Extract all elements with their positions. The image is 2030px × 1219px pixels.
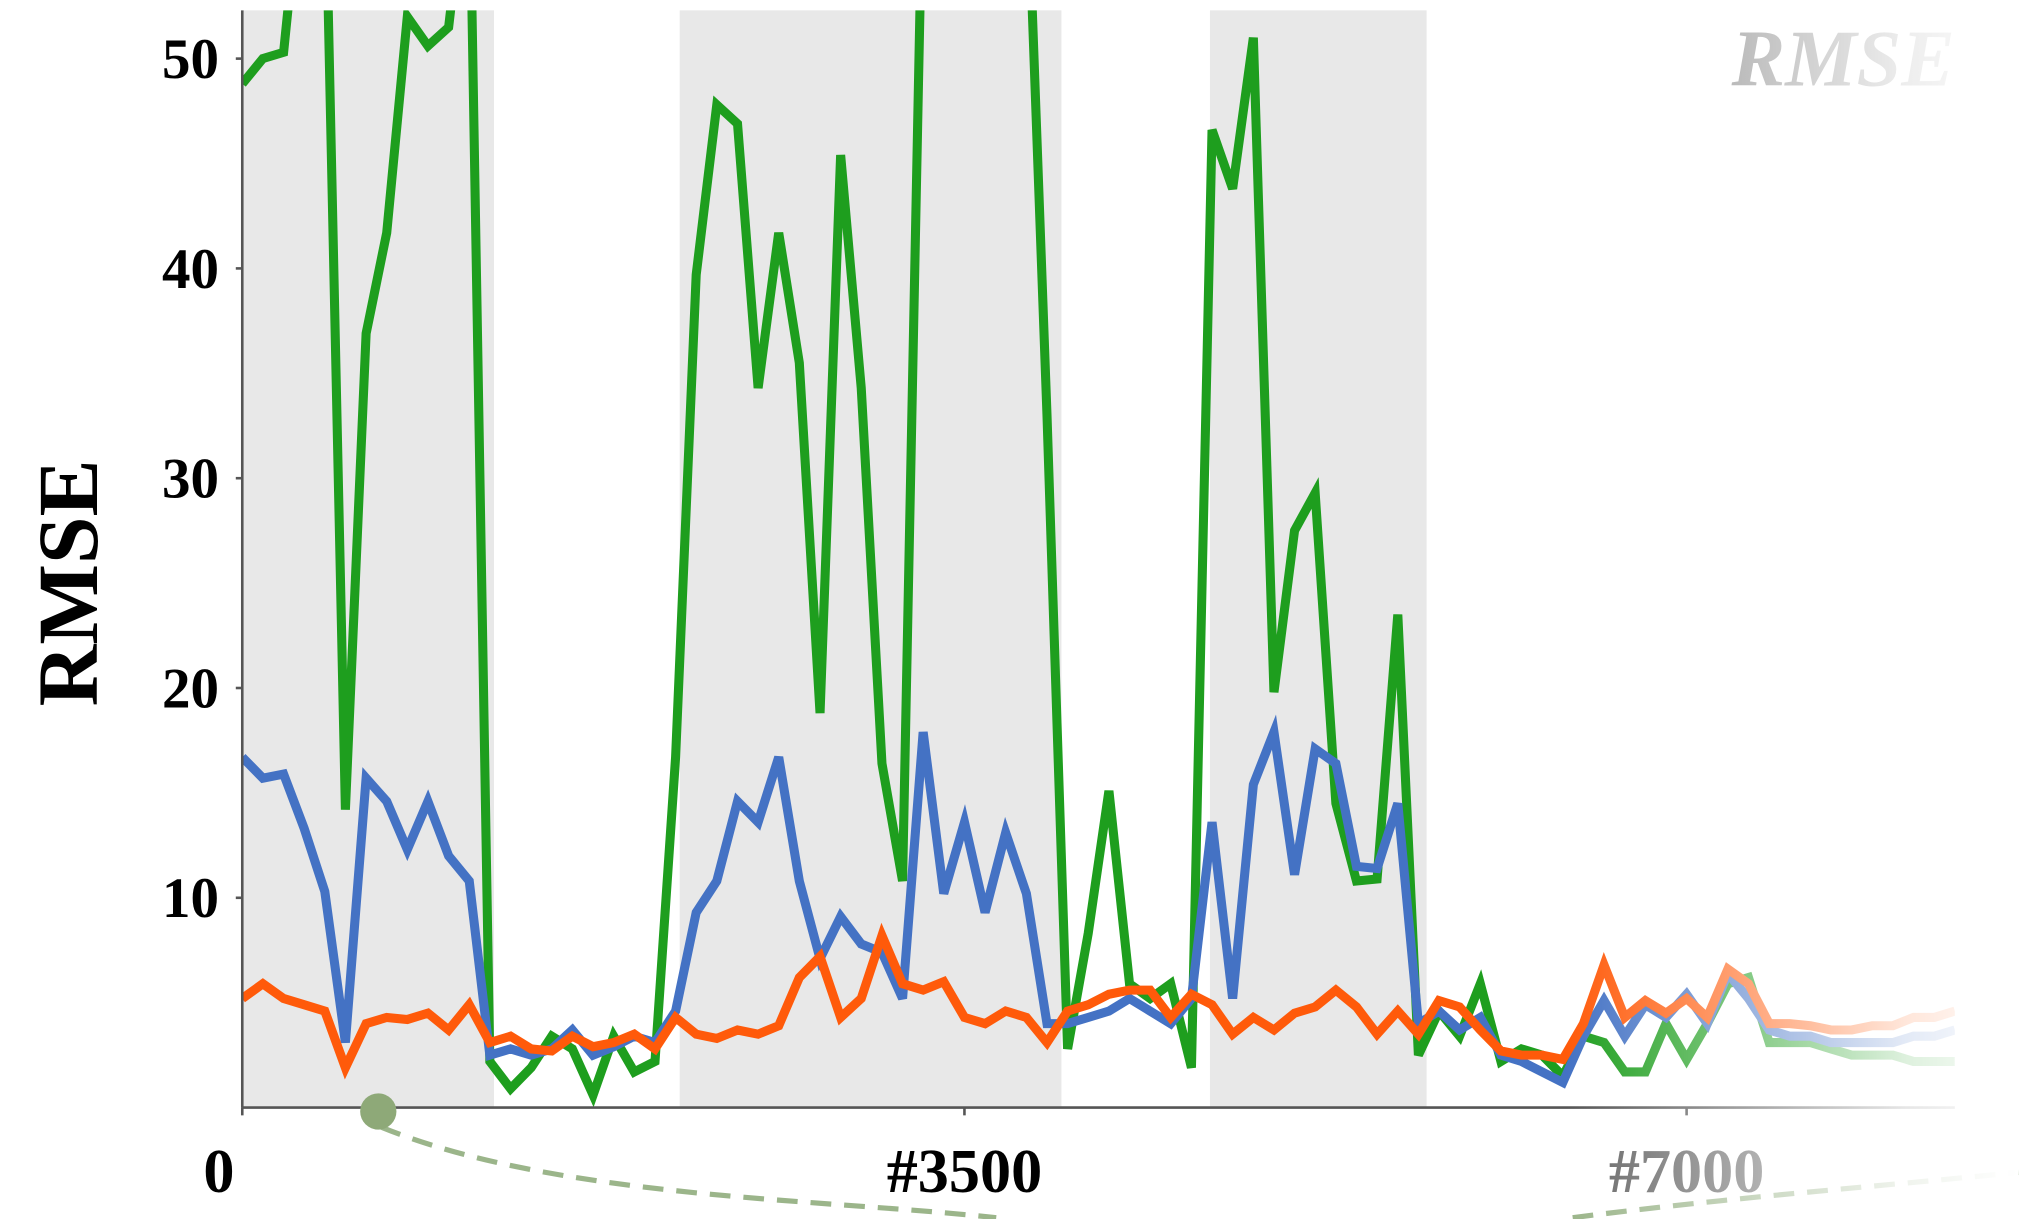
x-tick-label: 0 (203, 1138, 234, 1206)
y-tick-label: 10 (162, 867, 219, 930)
shaded-band (242, 10, 495, 1108)
marker-dot (360, 1093, 397, 1130)
y-tick-label: 40 (162, 238, 219, 301)
y-axis-label: RMSE (22, 459, 116, 706)
y-tick-label: 20 (162, 657, 219, 720)
x-tick-label: #3500 (887, 1138, 1042, 1206)
y-tick-label: 30 (162, 448, 219, 511)
fade-overlay (1566, 0, 2019, 1219)
y-tick-label: 50 (162, 28, 219, 91)
connector-dash (379, 1124, 997, 1219)
shaded-bands (242, 10, 1427, 1108)
